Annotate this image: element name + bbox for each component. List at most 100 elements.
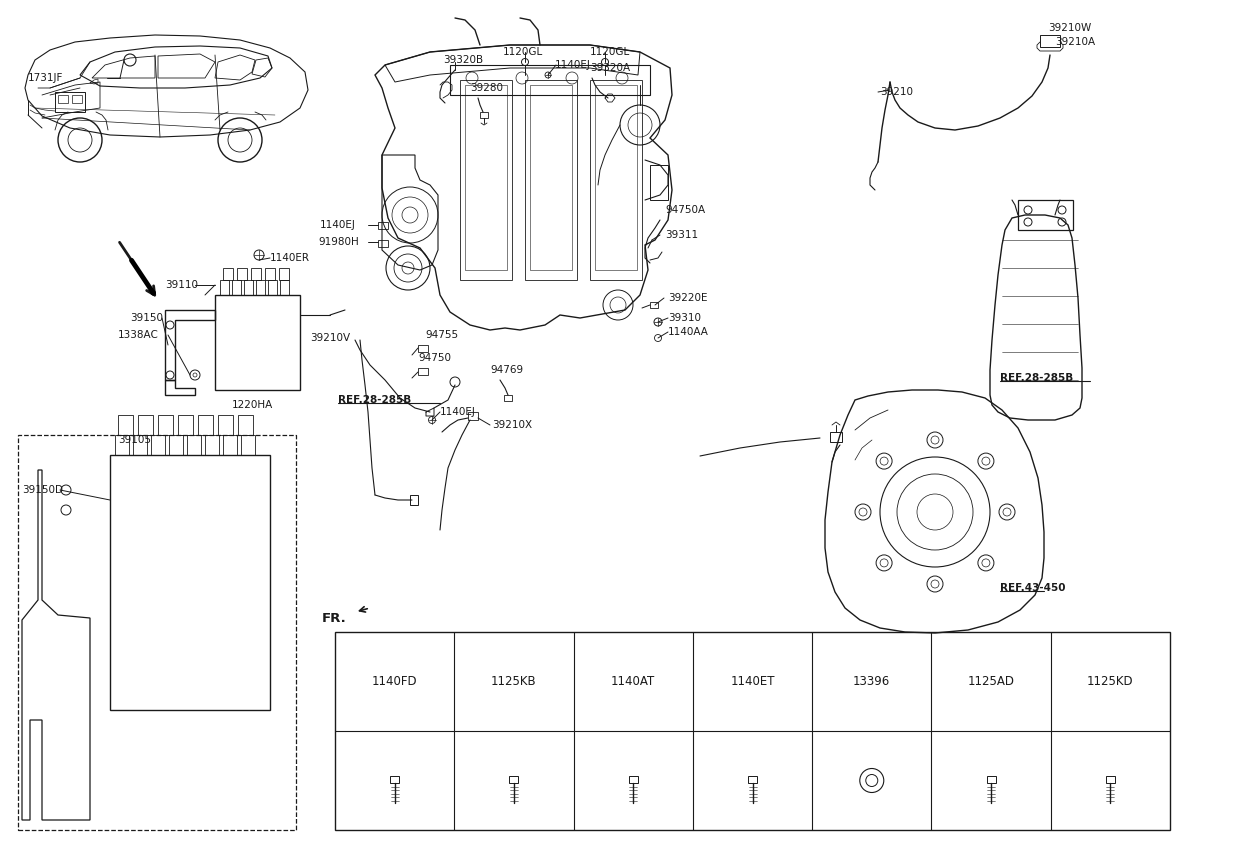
Bar [18,435,296,830]
Bar [418,345,428,352]
Bar [830,432,842,442]
Bar [650,165,668,200]
Bar [114,435,130,455]
Bar [223,435,237,455]
Bar [595,85,637,270]
Text: 1125KD: 1125KD [1087,675,1133,688]
Bar [460,80,512,280]
Bar [265,268,276,280]
Text: 1338AC: 1338AC [118,330,159,340]
Bar [238,415,253,435]
Text: 39320B: 39320B [443,55,483,65]
Bar [252,268,260,280]
Text: 39280: 39280 [470,83,503,93]
Text: 94750: 94750 [418,353,452,363]
Bar [231,280,242,295]
Text: 94750A: 94750A [665,205,706,215]
Bar [58,95,68,103]
Bar [237,268,247,280]
Bar [465,85,507,270]
Text: 1125KB: 1125KB [491,675,537,688]
Bar [169,435,182,455]
Text: 1731JF: 1731JF [28,73,63,83]
Bar [281,280,289,295]
Text: 1125AD: 1125AD [967,675,1014,688]
Bar [223,268,233,280]
Bar [159,415,174,435]
Bar [1040,35,1060,47]
Bar [1106,776,1115,783]
Bar [410,495,418,505]
Bar [215,295,299,390]
Text: 1140FD: 1140FD [372,675,418,688]
Bar [450,65,650,95]
Text: 39311: 39311 [665,230,698,240]
Text: 39150D: 39150D [21,485,63,495]
Text: 39210: 39210 [881,87,913,97]
Text: 39210V: 39210V [309,333,350,343]
Bar [244,280,253,295]
Bar [1018,200,1073,230]
Bar [530,85,572,270]
Bar [335,632,1170,830]
Text: 1140EJ: 1140EJ [440,407,476,417]
Bar [468,412,478,420]
Text: 39110: 39110 [165,280,198,290]
Bar [198,415,213,435]
Text: 39150: 39150 [130,313,164,323]
Bar [481,112,488,118]
Text: 39210W: 39210W [1048,23,1091,33]
Text: REF.43-450: REF.43-450 [1000,583,1066,593]
Bar [986,776,995,783]
Text: REF.28-285B: REF.28-285B [1000,373,1073,383]
Text: 91980H: 91980H [318,237,359,247]
Text: 1140EJ: 1140EJ [555,60,591,70]
Bar [109,455,270,710]
Bar [72,95,82,103]
Text: 1140AA: 1140AA [668,327,708,337]
Text: 39210X: 39210X [492,420,532,430]
Text: 1120GL: 1120GL [590,47,630,57]
Text: 39310: 39310 [668,313,701,323]
Bar [418,368,428,375]
Bar [390,776,399,783]
Bar [138,415,153,435]
Text: 1140ET: 1140ET [730,675,775,688]
Bar [205,435,219,455]
Text: 39210A: 39210A [1055,37,1096,47]
Bar [151,435,165,455]
Text: 94755: 94755 [425,330,458,340]
Bar [187,435,201,455]
Bar [279,268,289,280]
Bar [377,240,387,247]
Bar [504,395,512,401]
Text: 1120GL: 1120GL [503,47,543,57]
Bar [268,280,277,295]
Bar [177,415,192,435]
Text: 94769: 94769 [491,365,523,375]
Text: 13396: 13396 [853,675,891,688]
Bar [650,302,658,308]
Bar [118,415,133,435]
Bar [377,222,387,229]
Text: 39220E: 39220E [668,293,707,303]
Bar [255,280,265,295]
Bar [629,776,638,783]
Text: 1220HA: 1220HA [231,400,273,410]
Bar [509,776,518,783]
Text: 39105: 39105 [118,435,151,445]
Bar [218,415,233,435]
Text: 1140EJ: 1140EJ [320,220,356,230]
Bar [133,435,147,455]
Text: 39320A: 39320A [590,63,630,73]
Bar [590,80,642,280]
Bar [749,776,757,783]
Text: FR.: FR. [322,611,347,624]
Text: REF.28-285B: REF.28-285B [338,395,411,405]
Bar [525,80,577,280]
Bar [55,92,86,112]
Bar [242,435,255,455]
Text: 1140AT: 1140AT [611,675,655,688]
Text: 1140ER: 1140ER [270,253,309,263]
Bar [220,280,229,295]
